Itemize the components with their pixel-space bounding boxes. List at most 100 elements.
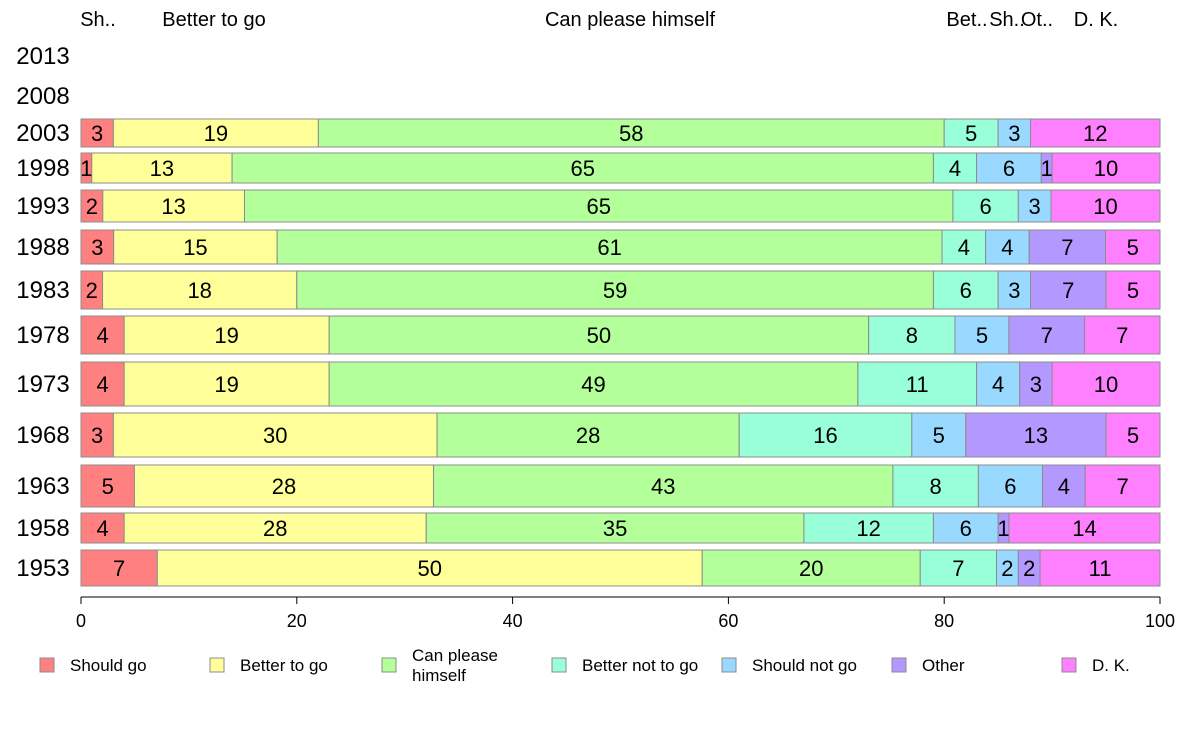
bar-1973-should-go	[80, 361, 125, 407]
data-label-2003-d-k: 12	[1083, 121, 1107, 146]
data-label-1978-can-please-himself: 50	[587, 323, 611, 348]
bar-1953-better-to-go	[156, 549, 703, 587]
column-header-sh-0: Sh..	[80, 9, 116, 31]
y-label-1988: 1988	[16, 234, 69, 261]
data-label-1983-d-k: 5	[1127, 278, 1139, 303]
data-label-1973-other: 3	[1030, 372, 1042, 397]
bar-1988-d-k	[1105, 229, 1161, 265]
bar-1983-can-please-himself	[296, 270, 934, 310]
legend-swatch-other	[891, 657, 907, 673]
bar-1983-d-k	[1105, 270, 1161, 310]
data-label-1998-should-go: 1	[80, 156, 92, 181]
data-label-1953-can-please-himself: 20	[799, 556, 823, 581]
column-header-bet-3: Bet..	[946, 9, 987, 31]
x-tick-label-100: 100	[1145, 611, 1175, 631]
data-label-1983-better-not-to-go: 6	[960, 278, 972, 303]
data-label-1993-better-not-to-go: 6	[979, 194, 991, 219]
y-label-1963: 1963	[16, 473, 69, 500]
bar-1983-should-not-go	[997, 270, 1032, 310]
bar-1988-should-not-go	[985, 229, 1030, 265]
column-header-ot-5: Ot..	[1021, 9, 1053, 31]
data-label-1988-can-please-himself: 61	[597, 235, 621, 260]
data-label-1953-should-go: 7	[113, 556, 125, 581]
data-label-1998-better-not-to-go: 4	[949, 156, 961, 181]
data-label-1988-d-k: 5	[1127, 235, 1139, 260]
bar-1988-can-please-himself	[276, 229, 943, 265]
data-label-1958-can-please-himself: 35	[603, 516, 627, 541]
data-label-1953-d-k: 11	[1089, 556, 1112, 581]
data-label-1958-should-go: 4	[96, 516, 108, 541]
data-label-1968-better-to-go: 30	[263, 423, 287, 448]
bar-1988-other	[1028, 229, 1107, 265]
data-label-1958-better-not-to-go: 12	[856, 516, 880, 541]
data-label-1963-should-not-go: 6	[1004, 474, 1016, 499]
data-label-1953-better-not-to-go: 7	[952, 556, 964, 581]
bar-1998-d-k	[1051, 152, 1161, 184]
data-label-1993-should-not-go: 3	[1029, 194, 1041, 219]
bar-1968-d-k	[1105, 412, 1161, 458]
bar-1998-better-to-go	[91, 152, 233, 184]
x-tick-label-80: 80	[934, 611, 954, 631]
data-label-2003-can-please-himself: 58	[619, 121, 643, 146]
data-label-1968-d-k: 5	[1127, 423, 1139, 448]
legend-swatch-should-not-go	[721, 657, 737, 673]
legend-swatch-can-please-himself	[381, 657, 397, 673]
data-label-1993-d-k: 10	[1093, 194, 1117, 219]
data-label-2003-better-not-to-go: 5	[965, 121, 977, 146]
legend-label-should-not-go: Should not go	[752, 656, 857, 675]
bar-1958-better-to-go	[123, 512, 427, 544]
x-tick-label-60: 60	[718, 611, 738, 631]
data-label-1968-should-go: 3	[91, 423, 103, 448]
data-label-1973-can-please-himself: 49	[581, 372, 605, 397]
bar-1968-can-please-himself	[436, 412, 740, 458]
y-label-1973: 1973	[16, 371, 69, 398]
data-label-1968-better-not-to-go: 16	[813, 423, 837, 448]
bar-2003-d-k	[1030, 118, 1161, 148]
x-tick-label-0: 0	[76, 611, 86, 631]
data-label-1953-should-not-go: 2	[1001, 556, 1013, 581]
y-label-1998: 1998	[16, 155, 69, 182]
data-label-1958-d-k: 14	[1072, 516, 1096, 541]
legend-label-should-go: Should go	[70, 656, 147, 675]
bar-1993-can-please-himself	[243, 189, 954, 223]
data-label-1978-better-not-to-go: 8	[906, 323, 918, 348]
data-label-1998-better-to-go: 13	[150, 156, 174, 181]
bar-1993-d-k	[1050, 189, 1161, 223]
bar-1968-should-not-go	[911, 412, 967, 458]
legend-swatch-d-k	[1061, 657, 1077, 673]
bar-1968-better-to-go	[112, 412, 438, 458]
bar-1978-better-to-go	[123, 315, 330, 355]
bar-1963-better-not-to-go	[892, 464, 979, 508]
data-label-1988-better-to-go: 15	[183, 235, 207, 260]
data-label-1978-d-k: 7	[1116, 323, 1128, 348]
data-label-1963-better-not-to-go: 8	[930, 474, 942, 499]
data-label-1973-better-to-go: 19	[214, 372, 238, 397]
data-label-1978-other: 7	[1041, 323, 1053, 348]
data-label-1958-better-to-go: 28	[263, 516, 287, 541]
data-label-1988-other: 7	[1061, 235, 1073, 260]
data-label-1958-other: 1	[997, 516, 1009, 541]
legend-label-better-not-to-go: Better not to go	[582, 656, 698, 675]
data-label-1988-better-not-to-go: 4	[958, 235, 970, 260]
data-label-1973-d-k: 10	[1094, 372, 1118, 397]
bar-2003-can-please-himself	[317, 118, 945, 148]
column-header-can-please-himself-2: Can please himself	[545, 9, 716, 31]
data-label-1973-should-not-go: 4	[992, 372, 1004, 397]
data-label-1983-should-not-go: 3	[1008, 278, 1020, 303]
bar-1983-other	[1030, 270, 1107, 310]
data-label-1978-should-go: 4	[96, 323, 108, 348]
bar-1958-d-k	[1008, 512, 1161, 544]
bar-1953-better-not-to-go	[919, 549, 998, 587]
bar-1973-better-not-to-go	[857, 361, 978, 407]
bar-1953-d-k	[1039, 549, 1161, 587]
bar-1968-better-not-to-go	[738, 412, 913, 458]
bar-1998-should-not-go	[976, 152, 1042, 184]
x-tick-label-40: 40	[503, 611, 523, 631]
data-label-1998-can-please-himself: 65	[570, 156, 594, 181]
bar-1978-better-not-to-go	[868, 315, 956, 355]
data-label-1998-should-not-go: 6	[1003, 156, 1015, 181]
legend-swatch-better-not-to-go	[551, 657, 567, 673]
bar-1988-better-not-to-go	[941, 229, 987, 265]
bar-1963-better-to-go	[133, 464, 435, 508]
